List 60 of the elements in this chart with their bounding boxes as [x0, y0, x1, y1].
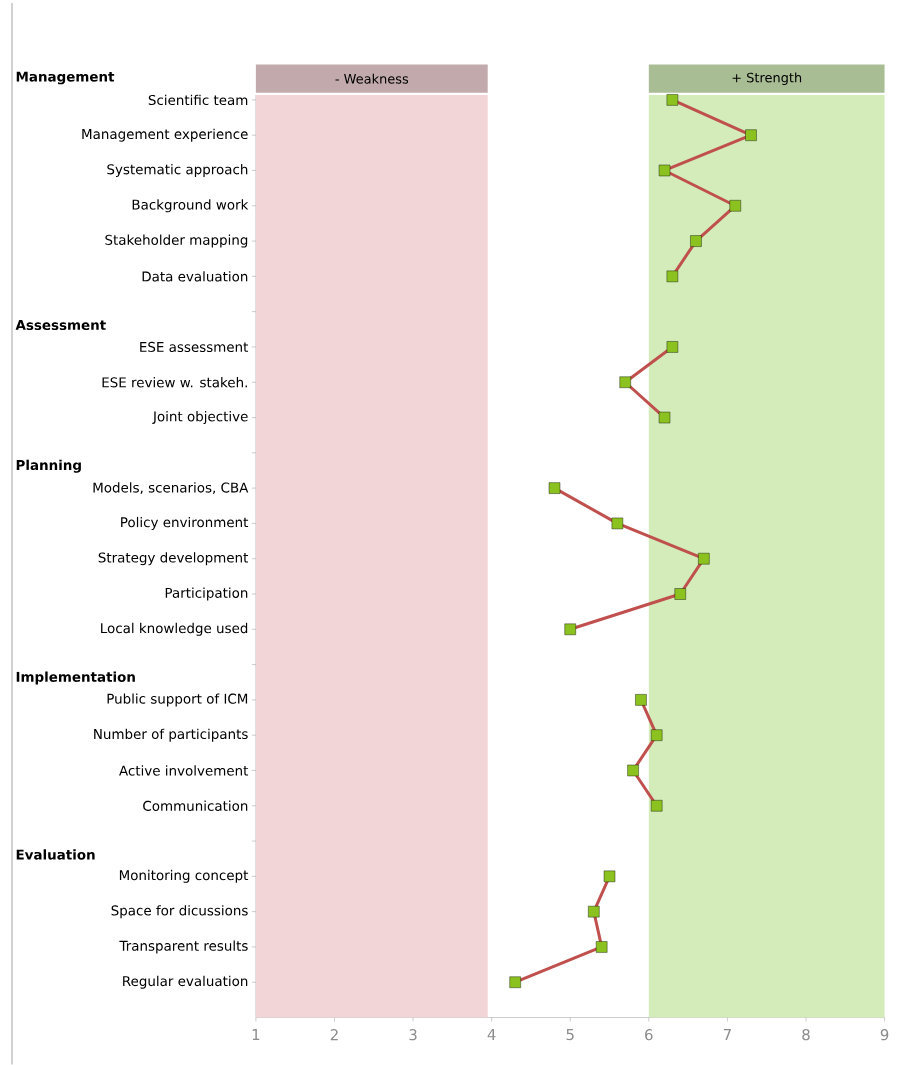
point — [666, 341, 679, 353]
point — [651, 800, 663, 812]
y-tick-label: Space for dicussions — [111, 905, 248, 919]
x-tick-label: 2 — [331, 1029, 338, 1041]
y-tick-label: Regular evaluation — [123, 975, 248, 989]
y-tick-label: Background work — [132, 199, 249, 213]
point — [674, 588, 687, 600]
x-tick-label: 9 — [880, 1029, 889, 1041]
point — [659, 164, 671, 177]
y-tick-label: Communication — [143, 800, 248, 811]
point — [666, 94, 679, 106]
y-tick-label: Scientific team — [149, 94, 248, 106]
point — [690, 235, 702, 247]
y-tick-label: Data evaluation — [142, 271, 248, 282]
y-tick-label: Stakeholder mapping — [105, 234, 248, 248]
text: Implementation — [16, 671, 136, 685]
y-tick-label: Local knowledge used — [101, 622, 248, 636]
point — [651, 729, 663, 741]
text: Management — [16, 71, 115, 85]
point — [745, 129, 757, 141]
point — [509, 976, 522, 988]
point — [627, 764, 640, 777]
y-tick-label: Strategy development — [98, 552, 249, 566]
point — [611, 517, 624, 530]
x-tick-label: 3 — [409, 1029, 417, 1041]
text: Assessment — [15, 320, 107, 331]
y-tick-label: Participation — [165, 587, 248, 601]
y-tick-label: Policy environment — [121, 516, 249, 530]
y-tick-label: ESE assessment — [140, 341, 249, 353]
band-label: + Strength — [732, 72, 802, 85]
point — [596, 941, 608, 953]
point — [659, 411, 671, 424]
point — [588, 905, 600, 918]
point — [635, 694, 647, 706]
x-tick-label: 5 — [566, 1029, 574, 1041]
point — [619, 376, 632, 388]
x-tick-label: 6 — [645, 1029, 653, 1041]
point — [564, 623, 577, 635]
point — [698, 553, 710, 565]
point — [729, 200, 742, 212]
y-tick-label: Public support of ICM — [107, 693, 248, 707]
y-tick-label: Number of participants — [94, 728, 248, 742]
x-tick-label: 7 — [724, 1029, 732, 1040]
y-tick-label: Active involvement — [119, 765, 249, 776]
point — [666, 270, 679, 283]
y-tick-label: Management experience — [82, 128, 248, 142]
text: Evaluation — [16, 849, 95, 860]
y-tick-label: Systematic approach — [107, 163, 248, 177]
y-tick-label: Transparent results — [119, 940, 248, 954]
y-tick-label: Monitoring concept — [120, 869, 249, 883]
text: Planning — [16, 459, 82, 473]
band-label: - Weakness — [335, 73, 409, 84]
y-tick-label: ESE review w. stakeh. — [102, 377, 248, 388]
x-tick-label: 4 — [487, 1029, 496, 1040]
y-tick-label: Joint objective — [152, 411, 248, 425]
x-tick-label: 8 — [802, 1029, 810, 1041]
point — [604, 870, 616, 883]
point — [549, 482, 561, 494]
x-tick-label: 1 — [252, 1029, 260, 1040]
y-tick-label: Models, scenarios, CBA — [93, 482, 249, 495]
